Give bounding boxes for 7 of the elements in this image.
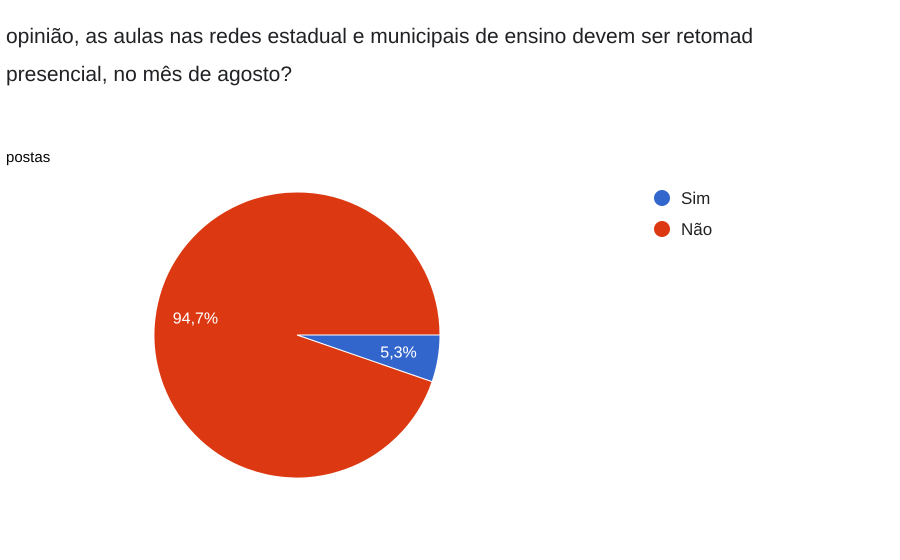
legend-label: Não xyxy=(681,220,712,239)
chart-title: opinião, as aulas nas redes estadual e municipais de ensino devem ser retomad presencial, no mês de agosto? xyxy=(6,25,754,86)
pie-slice xyxy=(154,192,440,478)
text: postas xyxy=(6,149,50,166)
data-label: 5,3% xyxy=(380,344,417,362)
legend-label: Sim xyxy=(681,188,710,208)
data-label: 94,7% xyxy=(172,310,218,328)
